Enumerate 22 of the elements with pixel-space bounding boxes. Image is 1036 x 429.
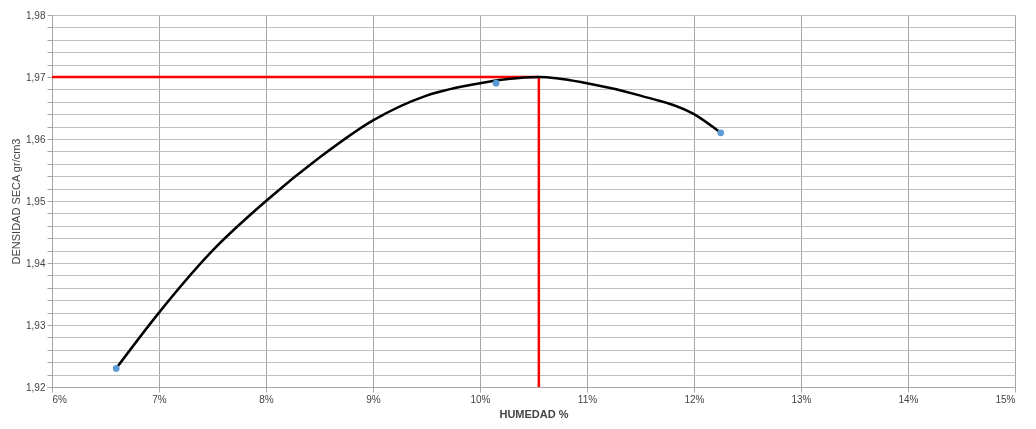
x-tick-label: 7%	[152, 393, 167, 405]
x-tick-label: 13%	[791, 393, 812, 405]
y-axis-title: DENSIDAD SECA gr/cm3	[10, 138, 23, 265]
y-tick-label: 1,98	[26, 9, 46, 21]
x-tick-label: 15%	[995, 393, 1016, 405]
y-tick-label: 1,92	[26, 381, 46, 393]
x-tick-label: 8%	[259, 393, 274, 405]
x-axis-title: HUMEDAD %	[499, 407, 569, 420]
y-tick-label: 1,95	[26, 195, 46, 207]
y-tick-label: 1,94	[26, 257, 46, 269]
y-tick-label: 1,96	[26, 133, 46, 145]
y-tick-label: 1,97	[26, 71, 46, 83]
point	[717, 129, 725, 137]
y-tick-label: 1,93	[26, 319, 46, 331]
point	[112, 365, 120, 372]
x-tick-label: 10%	[470, 393, 491, 405]
x-tick-label: 12%	[684, 393, 705, 405]
x-tick-label: 6%	[52, 393, 68, 405]
point	[492, 79, 500, 87]
x-tick-label: 9%	[366, 393, 381, 405]
x-tick-label: 11%	[577, 393, 598, 405]
x-tick-label: 14%	[898, 393, 919, 405]
